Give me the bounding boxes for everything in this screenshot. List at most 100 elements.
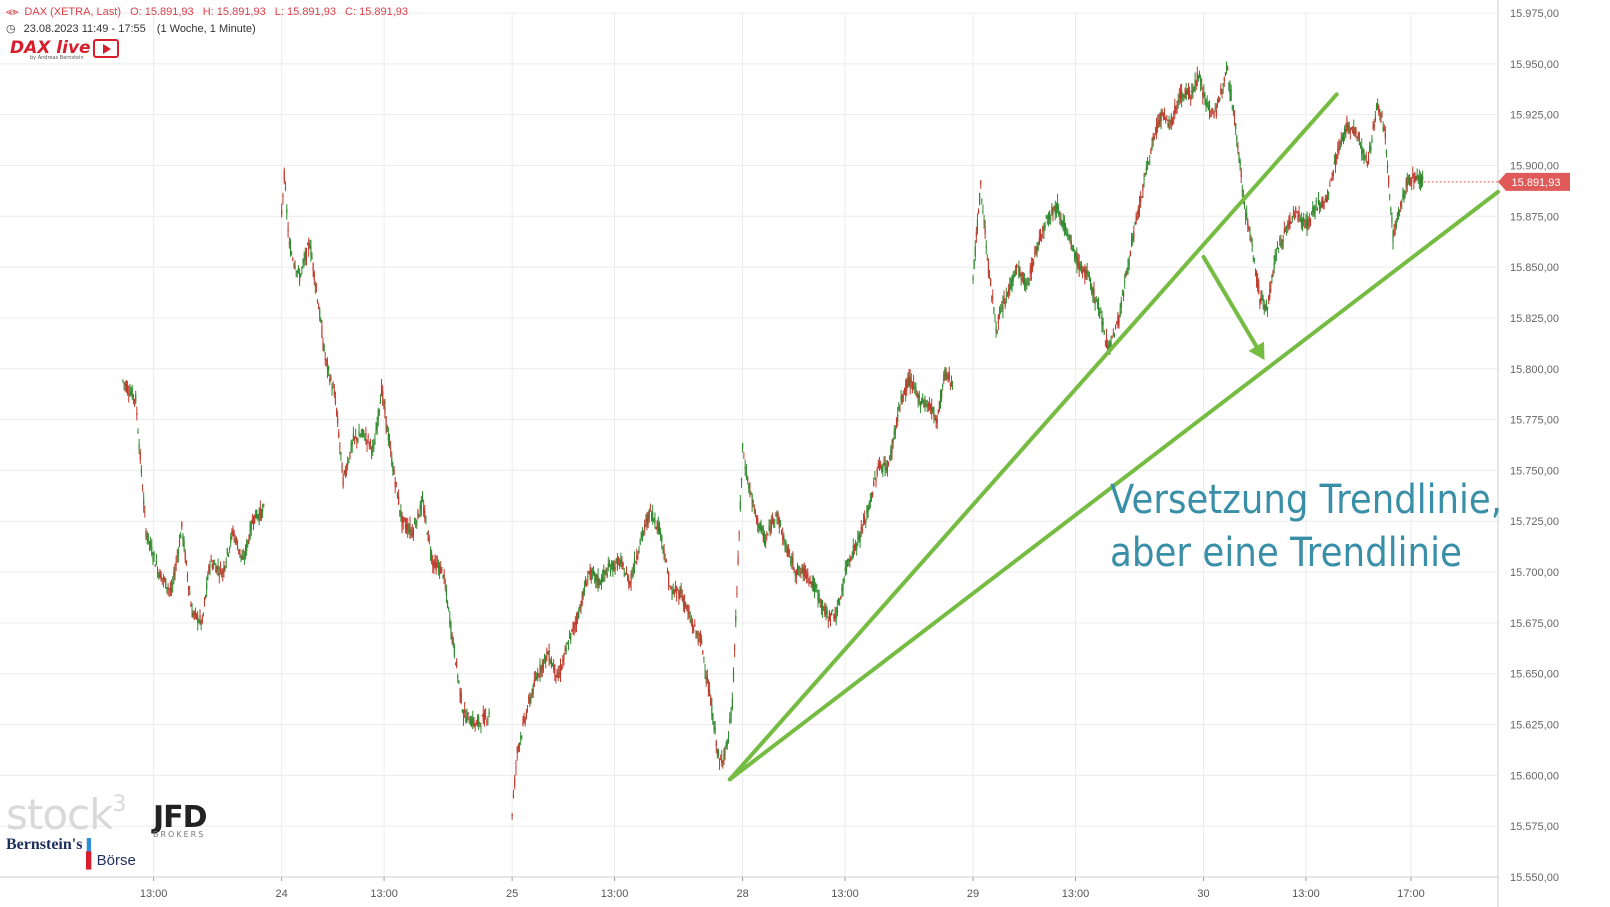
candle-body — [1261, 295, 1263, 298]
candle-body — [591, 569, 593, 574]
candle-body — [1332, 169, 1334, 176]
candle-body — [370, 448, 373, 453]
candle-body — [474, 723, 476, 727]
candle-body — [691, 622, 694, 627]
candle-body — [1056, 202, 1059, 210]
candle-body — [1289, 217, 1291, 225]
candle-body — [541, 663, 543, 671]
candle-body — [1297, 215, 1299, 220]
candle-body — [382, 391, 384, 399]
candle-body — [200, 620, 202, 625]
candle-body — [1190, 97, 1192, 99]
candle-body — [143, 498, 145, 505]
candle-body — [1183, 96, 1185, 98]
candle-body — [460, 692, 462, 703]
candle-body — [735, 615, 737, 622]
candle-body — [917, 394, 919, 403]
candle-body — [563, 654, 565, 660]
candle-body — [1252, 257, 1254, 259]
candle-body — [811, 582, 813, 587]
candle-body — [584, 581, 587, 586]
candle-body — [1358, 137, 1361, 145]
candle-body — [1326, 190, 1329, 201]
x-tick-label: 25 — [506, 888, 518, 900]
candle-body — [891, 445, 893, 453]
candle-body — [1087, 272, 1089, 273]
candle-body — [1244, 214, 1247, 218]
boerse-mark-icon: ▌ — [86, 852, 97, 869]
candle-body — [1364, 156, 1366, 158]
candle-body — [1171, 120, 1174, 122]
candle-body — [1051, 205, 1053, 215]
x-tick-label: 30 — [1197, 888, 1209, 900]
candle-body — [186, 574, 189, 578]
candle-body — [645, 520, 647, 522]
candle-body — [665, 559, 667, 562]
candle-body — [1354, 130, 1356, 134]
candle-body — [217, 566, 219, 570]
candle-body — [159, 570, 161, 579]
candle-body — [238, 549, 240, 551]
candle-body — [851, 557, 853, 559]
candle-body — [751, 495, 753, 505]
candle-body — [924, 398, 926, 406]
candle-body — [450, 623, 452, 634]
candle-body — [202, 613, 204, 615]
candle-body — [972, 277, 974, 281]
candle-body — [938, 401, 941, 411]
candle-body — [1373, 123, 1375, 128]
candle-body — [715, 741, 717, 747]
candle-body — [520, 736, 522, 739]
candle-body — [1169, 120, 1171, 122]
candle-body — [487, 718, 489, 719]
candle-body — [548, 650, 550, 662]
candle-body — [987, 261, 990, 273]
candle-body — [365, 434, 367, 438]
candle-body — [819, 599, 821, 601]
candle-body — [248, 538, 250, 543]
candle-body — [788, 550, 791, 552]
candle-body — [299, 275, 301, 282]
candle-body — [679, 591, 681, 598]
candle-body — [359, 435, 361, 437]
candle-body — [800, 571, 802, 574]
candle-body — [1275, 254, 1277, 257]
candle-body — [1236, 136, 1238, 141]
candle-body — [1118, 318, 1120, 324]
candle-body — [878, 464, 881, 469]
candle-body — [429, 552, 432, 554]
candle-body — [256, 514, 258, 519]
candle-body — [145, 530, 147, 538]
candle-body — [374, 441, 376, 445]
candle-body — [400, 510, 402, 518]
candle-body — [158, 573, 160, 578]
candle-body — [810, 581, 812, 585]
candle-body — [671, 591, 673, 599]
candle-body — [776, 515, 778, 517]
candle-body — [243, 558, 246, 560]
candle-body — [682, 597, 685, 605]
candle-body — [1122, 292, 1125, 297]
candle-body — [786, 546, 788, 556]
candle-body — [533, 679, 535, 686]
candle-body — [411, 531, 413, 536]
stock3-logo: stock3 — [6, 790, 126, 839]
candle-body — [831, 610, 833, 616]
candle-body — [714, 728, 716, 731]
candle-body — [1116, 322, 1118, 324]
candle-body — [1197, 76, 1199, 78]
candle-body — [1333, 161, 1336, 165]
jfd-text: JFD — [153, 800, 208, 835]
candle-body — [1050, 218, 1052, 219]
candle-body — [918, 394, 920, 399]
candle-body — [255, 509, 257, 519]
candle-body — [305, 248, 308, 261]
candle-body — [899, 406, 901, 407]
candle-body — [1380, 120, 1382, 123]
y-tick-label: 15.575,00 — [1510, 821, 1559, 833]
candle-body — [867, 507, 869, 513]
candle-body — [1375, 107, 1378, 109]
candle-body — [976, 219, 979, 231]
candlestick-icon: ⪡⪢ — [6, 6, 19, 18]
candle-body — [1319, 203, 1321, 209]
